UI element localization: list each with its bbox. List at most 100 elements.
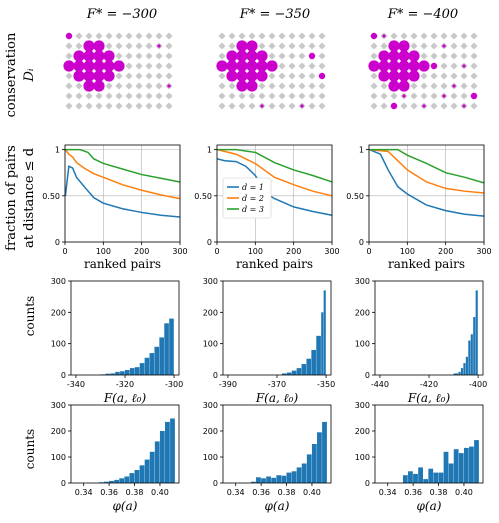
lattice-site	[410, 42, 418, 50]
lattice-site	[288, 102, 296, 110]
lattice-site	[135, 82, 143, 90]
hist-F-bar	[323, 290, 326, 375]
lattice-site	[440, 62, 448, 70]
y-tick-label: 300	[355, 401, 370, 410]
lattice-site	[248, 102, 256, 110]
lattice-site	[155, 72, 163, 80]
lattice-site	[278, 32, 286, 40]
lattice-site	[105, 92, 113, 100]
conservation-panel-1	[63, 32, 173, 110]
y-tick-label: 0	[359, 238, 364, 247]
lattice-site	[135, 52, 143, 60]
conservation-dot-small	[260, 104, 264, 108]
axes-frame	[216, 144, 333, 243]
lattice-site	[125, 102, 133, 110]
conservation-dot	[388, 70, 400, 82]
hist-F-bar	[453, 373, 459, 375]
conservation-dot	[226, 60, 238, 72]
conservation-dot	[236, 60, 248, 72]
hist-phi-bar	[144, 459, 150, 483]
lattice-site	[145, 52, 153, 60]
lattice-site	[308, 42, 316, 50]
lattice-site	[440, 82, 448, 90]
hist-phi-bar	[469, 446, 474, 483]
hist-F-bar	[463, 363, 466, 375]
lattice-site	[450, 62, 458, 70]
lattice-site	[85, 102, 93, 110]
x-tick-label: -370	[268, 380, 286, 389]
lattice-site	[228, 42, 236, 50]
lattice-site	[105, 42, 113, 50]
lattice-site	[430, 32, 438, 40]
x-tick-label: 0	[214, 247, 219, 256]
conservation-dot	[388, 60, 400, 72]
lattice-site	[318, 42, 326, 50]
hist-F-bar	[164, 323, 169, 375]
x-axis-label: F(a, ℓ₀)	[407, 391, 451, 405]
series-line-d1	[64, 165, 181, 218]
row-label-fraction-d: at distance ≤ d	[22, 148, 37, 248]
hist-F-bar	[296, 368, 302, 375]
lattice-site	[470, 32, 478, 40]
series-line-d3	[369, 148, 485, 184]
lattice-site	[318, 102, 326, 110]
lattice-site	[65, 92, 73, 100]
hist-F-bar	[281, 373, 287, 375]
x-tick-label: 0	[366, 247, 371, 256]
hist-phi-bar	[296, 467, 302, 483]
lattice-site	[450, 52, 458, 60]
x-axis-label: F(a, ℓ₀)	[255, 391, 299, 405]
x-tick-label: -440	[371, 380, 389, 389]
hist-phi-bar	[317, 432, 322, 483]
lattice-site	[460, 52, 468, 60]
lattice-site	[470, 42, 478, 50]
lattice-site	[298, 52, 306, 60]
y-tick-label: 0.50	[42, 192, 60, 201]
lattice-site	[268, 82, 276, 90]
hist-phi-bar	[165, 421, 170, 483]
row-label-fraction: fraction of pairs	[4, 145, 19, 251]
hist-F-bar	[159, 337, 164, 375]
hist-F-bar	[301, 364, 307, 375]
y-tick-label: 200	[355, 427, 370, 436]
hist-F-bar	[321, 312, 324, 375]
lattice-site	[75, 102, 83, 110]
hist-phi-bar	[291, 471, 297, 483]
y-tick-label: 300	[51, 401, 66, 410]
lattice-site	[268, 102, 276, 110]
lattice-site	[65, 72, 73, 80]
lattice-site	[460, 82, 468, 90]
hist-phi-bar	[428, 468, 434, 483]
lattice-site	[288, 32, 296, 40]
lattice-site	[228, 102, 236, 110]
x-tick-label: -390	[219, 380, 237, 389]
lattice-site	[165, 62, 173, 70]
y-tick-label: 0	[61, 479, 66, 488]
lattice-site	[450, 72, 458, 80]
conservation-dot	[378, 60, 390, 72]
hist-F-bar	[468, 340, 471, 375]
lattice-site	[460, 92, 468, 100]
lattice-site	[125, 72, 133, 80]
hist-F-bar	[115, 371, 120, 375]
hist-F-bar	[458, 371, 461, 375]
hist-F-bar	[475, 290, 478, 375]
lattice-site	[135, 42, 143, 50]
lattice-site	[105, 32, 113, 40]
hist-phi-bar	[170, 418, 175, 483]
lattice-site	[145, 92, 153, 100]
conservation-dot-small	[308, 52, 316, 60]
hist-F-bar	[154, 346, 160, 375]
conservation-dot	[73, 70, 85, 82]
lattice-site	[440, 32, 448, 40]
conservation-dot	[266, 60, 278, 72]
lattice-site	[298, 62, 306, 70]
lattice-site	[75, 42, 83, 50]
lattice-site	[370, 42, 378, 50]
x-tick-label: -420	[420, 380, 438, 389]
conservation-dot	[216, 60, 228, 72]
lattice-site	[228, 32, 236, 40]
conservation-dot	[398, 60, 410, 72]
lattice-site	[420, 32, 428, 40]
